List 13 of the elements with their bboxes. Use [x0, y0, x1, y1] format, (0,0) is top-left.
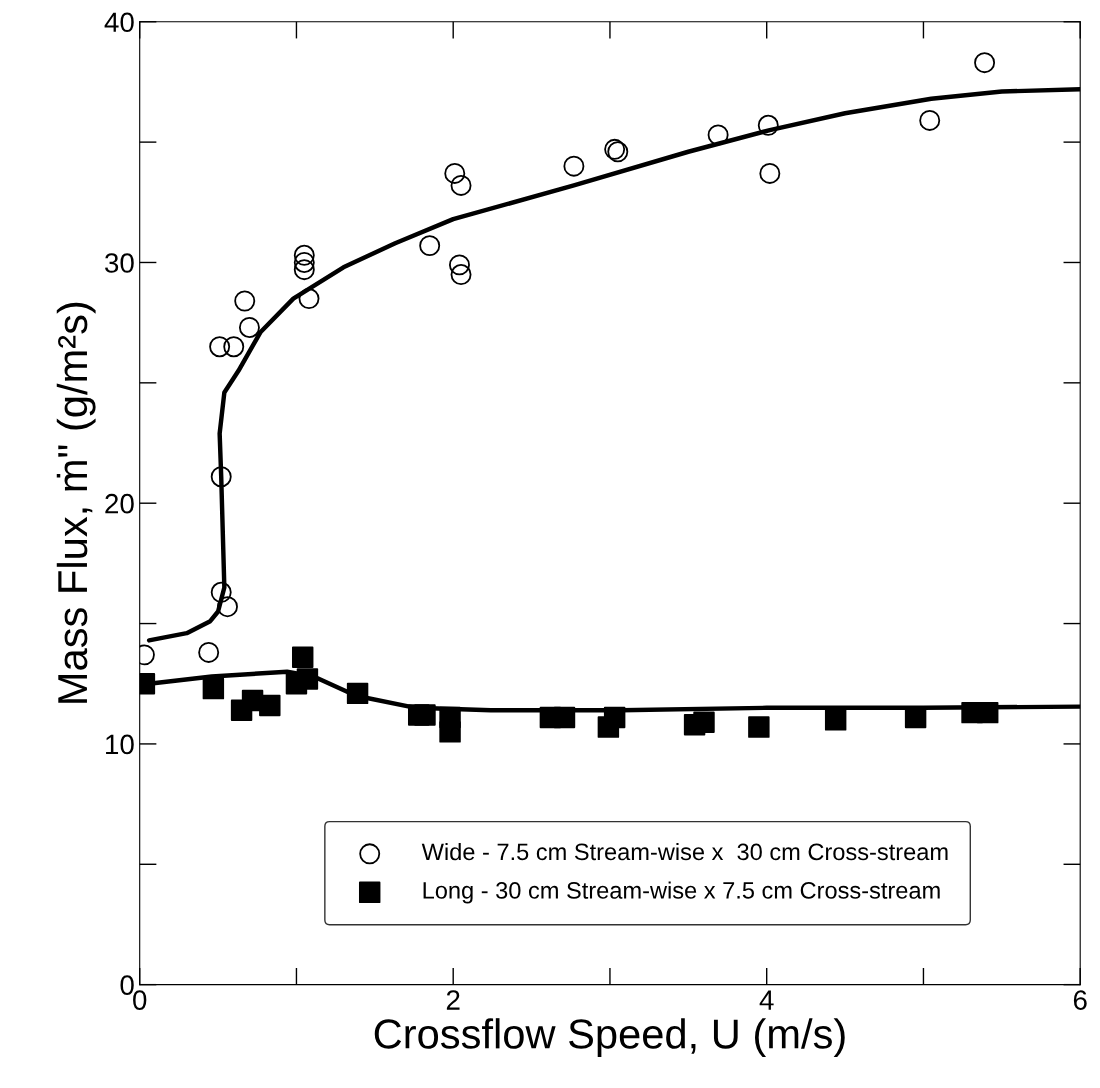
x-axis-title: Crossflow Speed, U (m/s) [374, 1018, 845, 1058]
y-tick-label: 0 [120, 975, 134, 995]
legend-label: Wide - 7.5 cm Stream-wise x 30 cm Cross-stream [421, 842, 948, 861]
y-tick-label: 40 [104, 12, 134, 33]
y-tick-label: 20 [105, 493, 134, 514]
x-tick-label: 4 [759, 990, 774, 1010]
legend-label: Long - 30 cm Stream-wise x 7.5 cm Cross-stream [423, 881, 940, 904]
y-axis-title: Mass Flux, ṁ" (g/m²s) [56, 302, 96, 703]
x-tick-label: 0 [133, 990, 147, 1010]
y-tick-label: 10 [106, 734, 134, 755]
x-tick-label: 2 [446, 990, 460, 1010]
x-tick-label: 6 [1073, 990, 1087, 1010]
y-tick-label: 30 [105, 253, 134, 273]
